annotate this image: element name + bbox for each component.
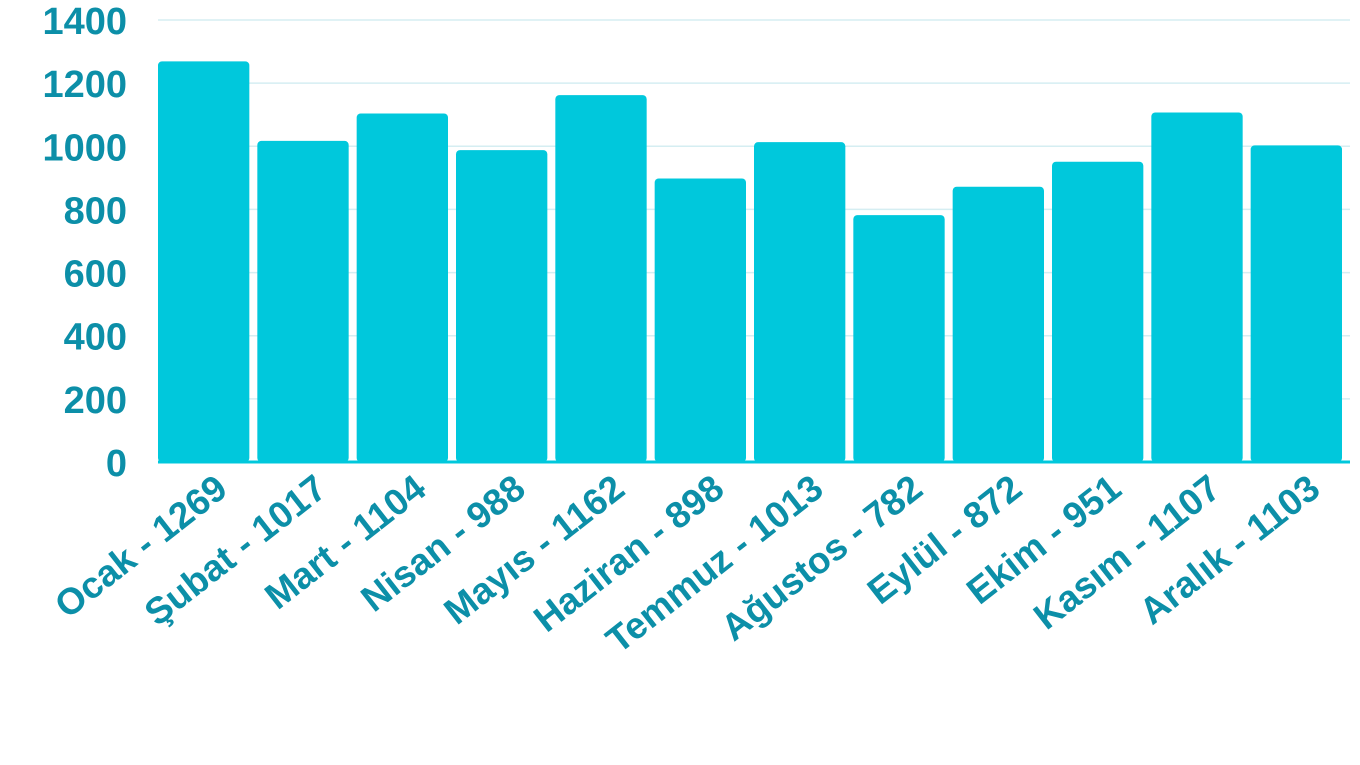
y-tick-label: 400: [64, 317, 127, 359]
bar: [754, 142, 846, 462]
bar: [654, 178, 746, 462]
y-tick-label: 1000: [42, 127, 127, 169]
bar: [853, 215, 945, 462]
y-tick-label: 1200: [42, 64, 127, 106]
bar: [555, 95, 647, 462]
bar: [158, 61, 250, 462]
y-tick-label: 600: [64, 254, 127, 296]
bar: [952, 186, 1044, 462]
bar: [456, 150, 548, 462]
y-tick-label: 0: [106, 443, 127, 485]
y-tick-label: 800: [64, 190, 127, 232]
y-tick-label: 1400: [42, 1, 127, 43]
bar: [1250, 145, 1342, 463]
bar: [356, 113, 448, 463]
bars: [158, 61, 1342, 463]
y-tick-label: 200: [64, 380, 127, 422]
y-axis-tick-labels: 0 200 400 600 800 1000 1200 1400: [42, 1, 127, 485]
bar: [1052, 161, 1144, 462]
bar: [257, 140, 349, 462]
bar: [1151, 112, 1243, 463]
